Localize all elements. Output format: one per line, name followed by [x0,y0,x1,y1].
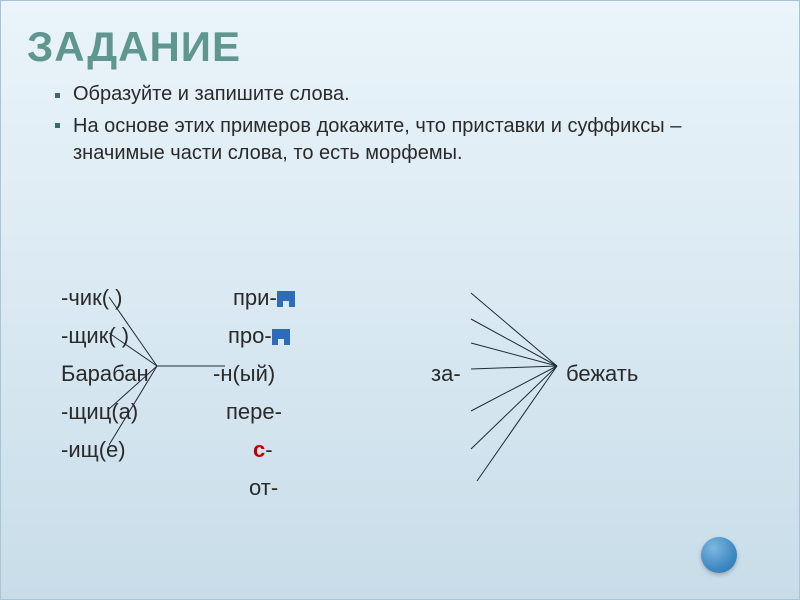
decorative-sphere-icon [701,537,737,573]
morpheme-lines-right [1,1,800,600]
